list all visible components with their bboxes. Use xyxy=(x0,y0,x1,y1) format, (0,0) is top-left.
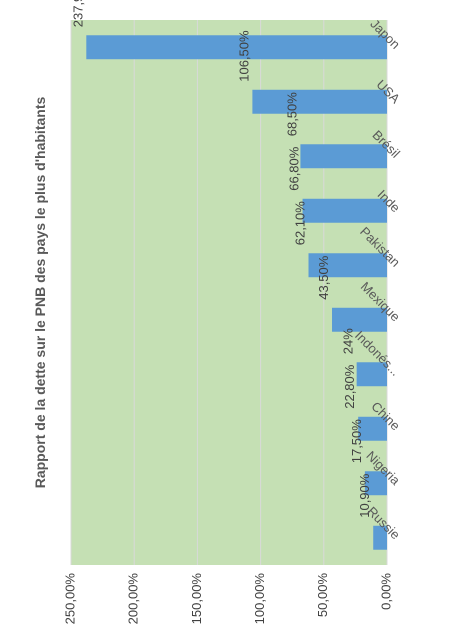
bar xyxy=(332,307,387,332)
bar xyxy=(86,35,387,60)
data-label: 237,90% xyxy=(70,0,85,27)
bars xyxy=(86,35,388,550)
data-label: 62,10% xyxy=(293,201,308,246)
data-label: 24% xyxy=(341,328,356,354)
data-label: 10,90% xyxy=(357,473,372,518)
bar xyxy=(358,416,387,441)
data-label: 68,50% xyxy=(284,92,299,137)
axis-tick-label: 0,00% xyxy=(378,573,393,610)
axis-tick-label: 150,00% xyxy=(189,573,204,625)
axis-tick-labels: 0,00% 50,00% 100,00% 150,00% 200,00% 250,00% xyxy=(62,573,393,625)
data-label: 66,80% xyxy=(287,146,302,191)
rotated-chart-frame: 10,90% 17,50% 22,80% 24% 43,50% 62,10% 66,80% 6… xyxy=(32,0,404,624)
bar xyxy=(364,471,388,496)
data-label: 22,80% xyxy=(342,364,357,409)
bar xyxy=(300,144,387,169)
data-label: 17,50% xyxy=(349,419,364,464)
bar xyxy=(308,253,388,278)
bar xyxy=(302,198,387,223)
data-labels: 10,90% 17,50% 22,80% 24% 43,50% 62,10% 66,80% 6… xyxy=(70,0,372,518)
chart-title: Rapport de la dette sur le PNB des pays … xyxy=(32,97,48,489)
data-label: 43,50% xyxy=(316,255,331,300)
axis-tick-label: 100,00% xyxy=(252,573,267,625)
bar xyxy=(252,89,387,114)
bar xyxy=(356,362,388,387)
axis-tick-label: 50,00% xyxy=(315,573,330,618)
axis-tick-label: 200,00% xyxy=(126,573,141,625)
bar xyxy=(373,525,388,550)
data-label: 106,50% xyxy=(236,30,251,82)
axis-tick-label: 250,00% xyxy=(62,573,77,625)
